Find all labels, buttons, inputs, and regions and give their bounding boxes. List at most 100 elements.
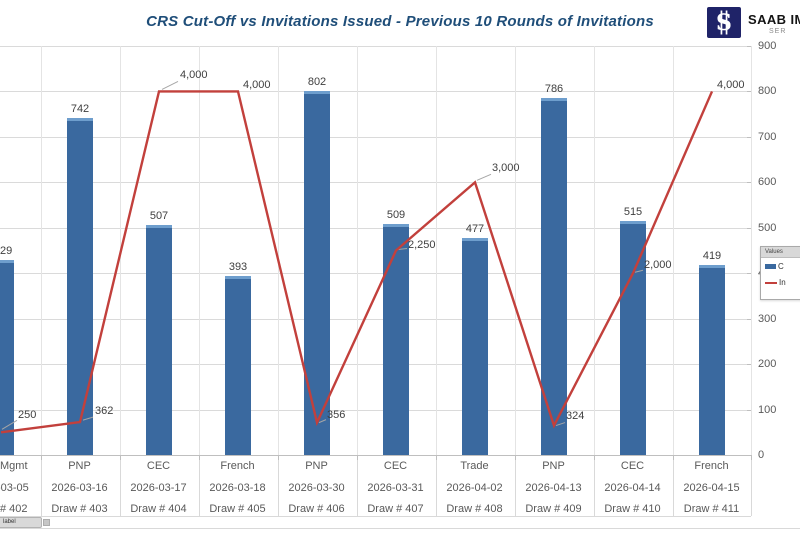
bar-crs-cutoff xyxy=(0,260,14,455)
bar-crs-cutoff xyxy=(620,220,646,455)
xaxis-label-draw: Draw # 410 xyxy=(604,503,661,515)
axis-tick xyxy=(747,182,752,184)
xaxis-label-program: French xyxy=(220,460,255,472)
legend-item: In xyxy=(765,278,786,288)
xaxis-tick xyxy=(673,455,674,460)
xaxis-label-date: -03-05 xyxy=(0,482,29,494)
xaxis-tick xyxy=(594,455,595,460)
right-axis-tick-label: 100 xyxy=(758,403,777,416)
axis-tick xyxy=(747,136,752,138)
xaxis-label-date: 2026-04-02 xyxy=(446,482,503,494)
svg-text:S: S xyxy=(716,10,732,36)
bar-value-label: 477 xyxy=(465,223,485,236)
xaxis-label-draw: Draw # 406 xyxy=(288,503,345,515)
gridline-h xyxy=(0,409,751,411)
xaxis-label-date: 2026-04-13 xyxy=(525,482,582,494)
xaxis-separator xyxy=(436,455,437,516)
line-value-label: 4,000 xyxy=(180,69,208,82)
line-value-label: 324 xyxy=(566,409,585,422)
line-value-label: 250 xyxy=(18,409,37,422)
xaxis-tick xyxy=(199,455,200,460)
xaxis-label-draw: Draw # 403 xyxy=(51,503,108,515)
bar-top-cap xyxy=(225,276,251,280)
gridline-h xyxy=(0,273,751,275)
gridline-v xyxy=(673,46,674,455)
label-leader-line xyxy=(397,248,408,250)
gridline-v xyxy=(515,46,516,455)
label-leader-line xyxy=(161,81,179,90)
bar-crs-cutoff xyxy=(304,90,330,455)
bar-value-label: 515 xyxy=(623,205,643,218)
xaxis-tick xyxy=(120,455,121,460)
gridline-v xyxy=(199,46,200,455)
legend-item-label: C xyxy=(778,262,784,271)
line-value-label: 2,000 xyxy=(644,259,672,272)
bar-top-cap xyxy=(383,223,409,227)
xaxis-separator xyxy=(41,455,42,516)
bar-top-cap xyxy=(146,224,172,228)
xaxis-table-bottom-rule xyxy=(0,516,751,517)
xaxis-label-program: Trade xyxy=(460,460,489,472)
legend-header: Values xyxy=(761,247,800,258)
bar-value-label: 802 xyxy=(307,75,327,88)
bar-value-label: 786 xyxy=(544,82,564,95)
label-leader-line xyxy=(82,416,94,421)
gridline-v xyxy=(357,46,358,455)
xaxis-label-draw: # 402 xyxy=(0,503,28,515)
xaxis-category-cell: CEC 2026-03-31 Draw # 407 xyxy=(356,455,435,516)
label-leader-line xyxy=(1,419,18,430)
gridline-v xyxy=(594,46,595,455)
bar-value-label: 29 xyxy=(0,245,13,258)
xaxis-label-draw: Draw # 407 xyxy=(367,503,424,515)
x-axis-line xyxy=(0,455,751,456)
xaxis-separator xyxy=(751,455,752,516)
xaxis-label-draw: Draw # 405 xyxy=(209,503,266,515)
right-axis-tick-label: 300 xyxy=(758,312,777,325)
right-axis-tick-label: 900 xyxy=(758,40,777,52)
xaxis-label-date: 2026-03-18 xyxy=(209,482,266,494)
xaxis-label-date: 2026-03-17 xyxy=(130,482,187,494)
xaxis-label-program: PNP xyxy=(305,460,328,472)
right-axis-tick-label: 500 xyxy=(758,221,777,234)
brand-name: SAAB IM xyxy=(748,12,800,27)
xaxis-separator xyxy=(120,455,121,516)
label-leader-line xyxy=(555,422,566,427)
xaxis-category-cell: CEC 2026-04-14 Draw # 410 xyxy=(593,455,672,516)
line-value-label: 362 xyxy=(95,405,114,418)
xaxis-category-cell: French 2026-03-18 Draw # 405 xyxy=(198,455,277,516)
label-leader-line xyxy=(476,173,492,181)
xaxis-category-cell: PNP 2026-03-30 Draw # 406 xyxy=(277,455,356,516)
bar-top-cap xyxy=(541,97,567,101)
bar-crs-cutoff xyxy=(146,224,172,455)
bar-crs-cutoff xyxy=(67,117,93,455)
bar-top-cap xyxy=(620,220,646,224)
line-value-label: 4,000 xyxy=(717,79,745,92)
xaxis-label-draw: Draw # 404 xyxy=(130,503,187,515)
bar-value-label: 509 xyxy=(386,208,406,221)
axis-tick xyxy=(747,91,752,93)
xaxis-separator xyxy=(515,455,516,516)
bar-top-cap xyxy=(0,260,14,264)
chart-title: CRS Cut-Off vs Invitations Issued - Prev… xyxy=(146,13,654,30)
bar-top-cap xyxy=(462,238,488,242)
xaxis-separator xyxy=(199,455,200,516)
cropped-chip-dot xyxy=(43,519,50,526)
axis-tick xyxy=(747,318,752,320)
xaxis-label-draw: Draw # 408 xyxy=(446,503,503,515)
xaxis-separator xyxy=(673,455,674,516)
line-value-label: 2,250 xyxy=(408,238,436,251)
line-value-label: 3,000 xyxy=(492,162,520,175)
right-axis-tick-label: 200 xyxy=(758,358,777,371)
invitations-line xyxy=(0,90,714,434)
gridline-h xyxy=(0,182,751,184)
xaxis-separator xyxy=(594,455,595,516)
gridline-h xyxy=(0,227,751,229)
axis-tick xyxy=(747,227,752,229)
line-value-label: 356 xyxy=(327,408,346,421)
xaxis-label-program: CEC xyxy=(383,460,408,472)
gridline-h xyxy=(0,91,751,93)
gridline-h xyxy=(0,46,751,47)
xaxis-label-program: PNP xyxy=(542,460,565,472)
axis-tick xyxy=(747,364,752,366)
